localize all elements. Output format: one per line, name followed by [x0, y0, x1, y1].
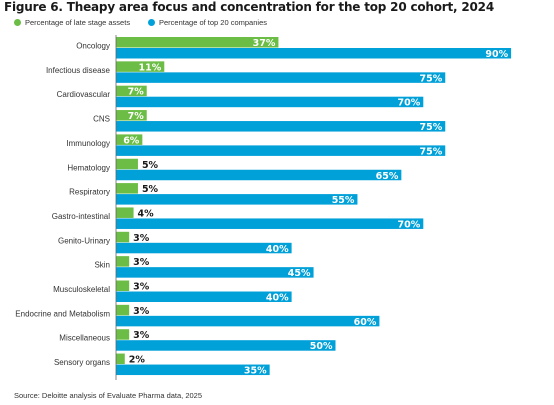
top20-bar-sensory-organs [116, 364, 270, 376]
top20-value-immunology: 75% [420, 146, 443, 157]
top20-value-miscellaneous: 50% [310, 341, 333, 352]
late-stage-value-skin: 3% [133, 257, 150, 268]
late-stage-value-hematology: 5% [142, 160, 159, 171]
category-label-respiratory: Respiratory [69, 188, 110, 197]
chart-title: Figure 6. Theapy area focus and concentr… [4, 0, 494, 14]
category-label-miscellaneous: Miscellaneous [59, 334, 110, 343]
late-stage-value-immunology: 6% [123, 135, 140, 146]
late-stage-bar-sensory-organs [116, 353, 125, 365]
top20-bar-respiratory [116, 194, 358, 205]
category-label-oncology: Oncology [76, 42, 110, 51]
late-stage-bar-miscellaneous [116, 329, 130, 340]
top20-bar-skin [116, 267, 314, 278]
top20-value-genito-urinary: 40% [266, 244, 289, 255]
top20-value-gastro-intestinal: 70% [398, 219, 421, 230]
late-stage-bar-gastro-intestinal [116, 207, 134, 218]
category-label-musculoskeletal: Musculoskeletal [53, 285, 110, 294]
top20-value-infectious-disease: 75% [420, 73, 443, 84]
late-stage-value-respiratory: 5% [142, 184, 159, 195]
late-stage-value-endocrine-and-metabolism: 3% [133, 306, 150, 317]
top20-bar-musculoskeletal [116, 291, 292, 302]
late-stage-value-gastro-intestinal: 4% [138, 208, 155, 219]
late-stage-bar-infectious-disease [116, 61, 165, 72]
top20-value-sensory-organs: 35% [244, 366, 267, 377]
late-stage-bar-musculoskeletal [116, 280, 130, 291]
top20-value-skin: 45% [288, 268, 311, 279]
top20-bar-genito-urinary [116, 242, 292, 254]
category-label-skin: Skin [94, 261, 110, 270]
late-stage-bar-hematology [116, 158, 138, 170]
late-stage-value-miscellaneous: 3% [133, 330, 150, 341]
late-stage-value-cns: 7% [128, 111, 145, 122]
late-stage-bar-endocrine-and-metabolism [116, 304, 130, 316]
late-stage-value-infectious-disease: 11% [139, 62, 162, 73]
late-stage-bar-cns [116, 110, 147, 121]
late-stage-bar-oncology [116, 37, 279, 48]
late-stage-value-musculoskeletal: 3% [133, 282, 150, 293]
top20-value-cns: 75% [420, 122, 443, 133]
top20-bar-hematology [116, 169, 402, 181]
late-stage-bar-immunology [116, 134, 143, 145]
category-label-gastro-intestinal: Gastro-intestinal [52, 212, 110, 221]
late-stage-bar-cardiovascular [116, 85, 147, 97]
category-label-hematology: Hematology [67, 163, 110, 172]
top20-bar-gastro-intestinal [116, 218, 424, 229]
source-note: Source: Deloitte analysis of Evaluate Ph… [14, 391, 203, 400]
late-stage-value-cardiovascular: 7% [128, 87, 145, 98]
legend-label-top20: Percentage of top 20 companies [159, 18, 267, 27]
late-stage-bar-genito-urinary [116, 231, 130, 243]
legend-item-late-stage: Percentage of late stage assets [14, 18, 130, 27]
top20-bar-endocrine-and-metabolism [116, 315, 380, 327]
legend-item-top20: Percentage of top 20 companies [148, 18, 267, 27]
top20-bar-cns [116, 121, 446, 132]
top20-bar-miscellaneous [116, 340, 336, 351]
category-label-endocrine-and-metabolism: Endocrine and Metabolism [15, 309, 110, 318]
late-stage-value-sensory-organs: 2% [129, 355, 146, 366]
top20-value-cardiovascular: 70% [398, 98, 421, 109]
category-label-immunology: Immunology [66, 139, 110, 148]
category-label-genito-urinary: Genito-Urinary [58, 236, 110, 245]
late-stage-value-genito-urinary: 3% [133, 233, 150, 244]
category-label-infectious-disease: Infectious disease [46, 66, 111, 75]
top20-bar-immunology [116, 145, 446, 156]
legend-swatch-blue [148, 19, 155, 26]
legend-label-late-stage: Percentage of late stage assets [25, 18, 131, 27]
top20-value-endocrine-and-metabolism: 60% [354, 317, 377, 328]
late-stage-bar-respiratory [116, 183, 138, 194]
late-stage-value-oncology: 37% [253, 38, 276, 49]
category-label-cardiovascular: Cardiovascular [57, 90, 111, 99]
category-label-cns: CNS [93, 115, 110, 124]
top20-value-respiratory: 55% [332, 195, 355, 206]
top20-value-musculoskeletal: 40% [266, 293, 289, 304]
top20-bar-cardiovascular [116, 96, 424, 108]
late-stage-bar-skin [116, 256, 130, 267]
top20-bar-infectious-disease [116, 72, 446, 83]
top20-value-hematology: 65% [376, 171, 399, 182]
legend-swatch-green [14, 19, 21, 26]
category-label-sensory-organs: Sensory organs [54, 358, 110, 367]
top20-value-oncology: 90% [485, 49, 508, 60]
top20-bar-oncology [116, 48, 512, 59]
